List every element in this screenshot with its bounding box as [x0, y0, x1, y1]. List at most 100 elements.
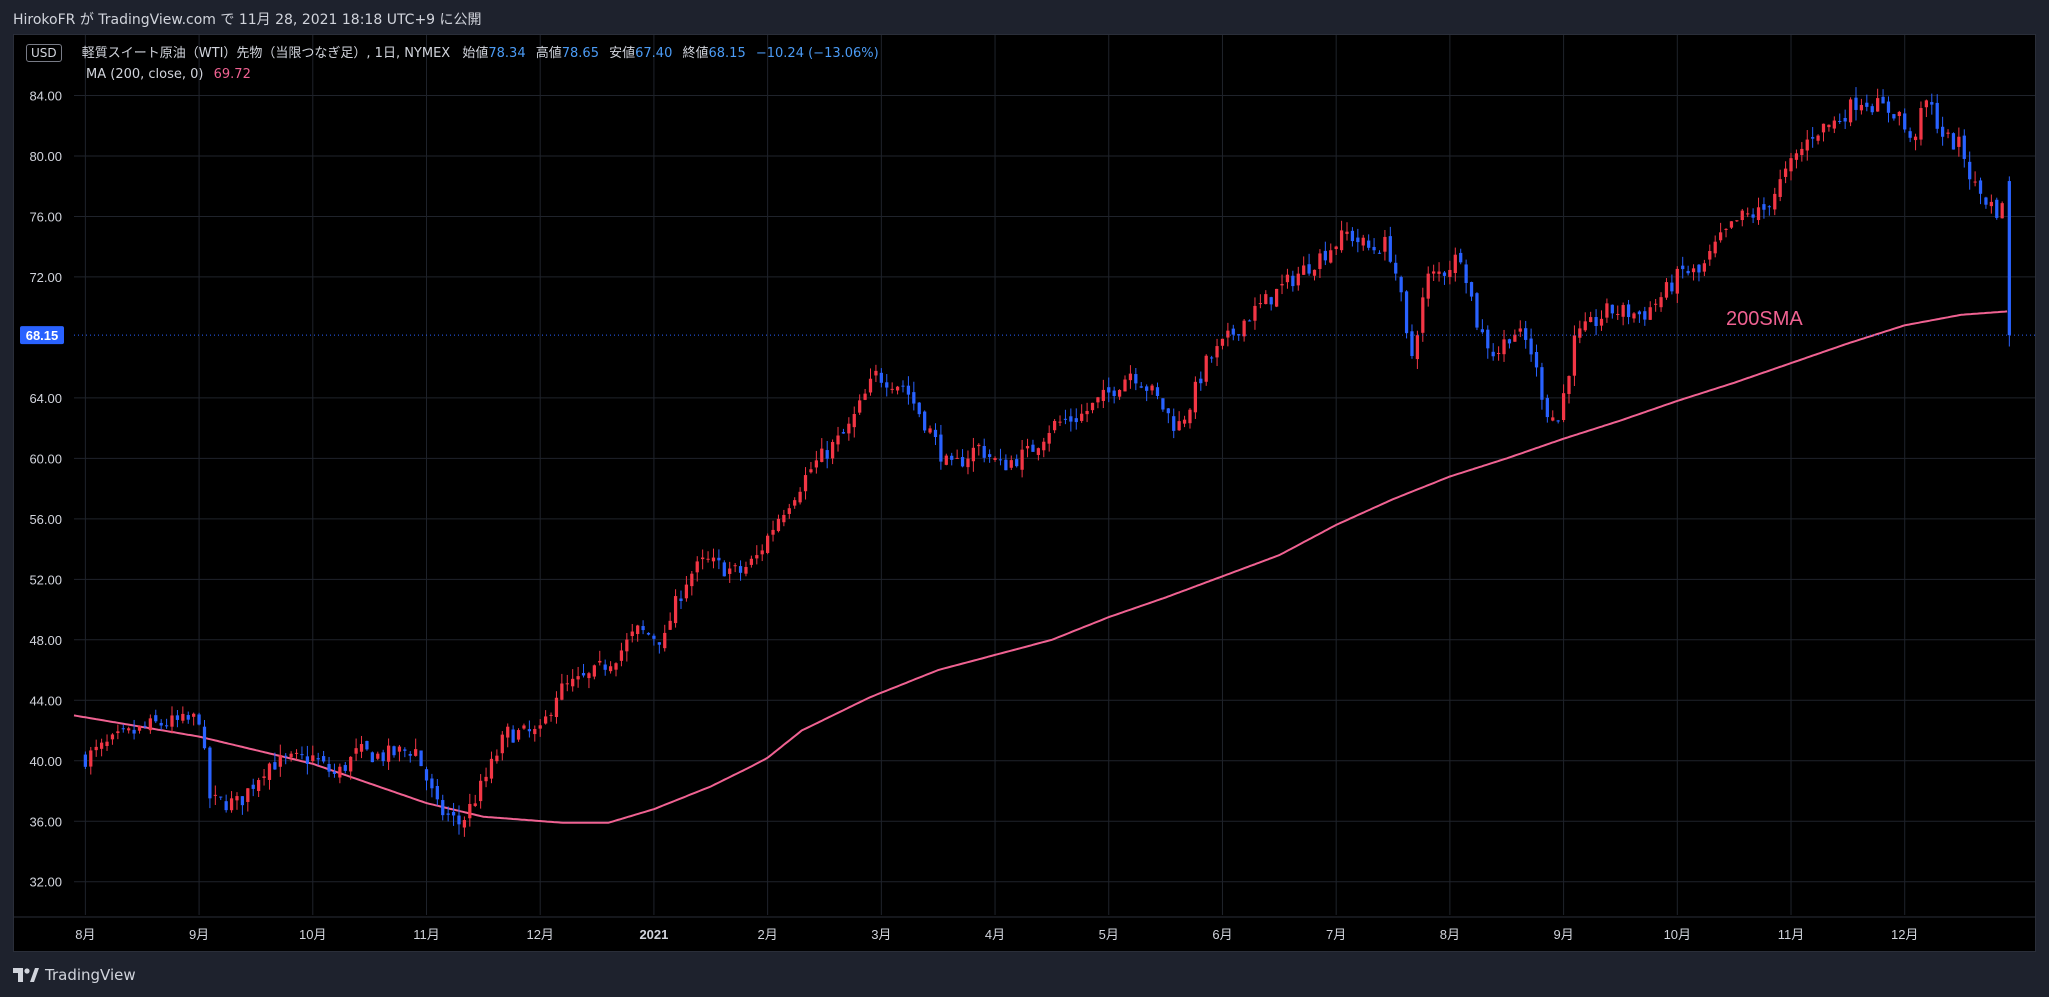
candle-body: [1415, 335, 1420, 360]
candle-body: [1556, 420, 1560, 422]
candle-body: [738, 566, 743, 573]
candle-body: [343, 765, 347, 771]
candle-body: [836, 435, 840, 445]
candle-body: [1096, 397, 1100, 403]
chart-legend: USD 軽質スイート原油（WTI）先物（当限つなぎ足）, 1日, NYMEX 始…: [26, 43, 879, 85]
candle-body: [1551, 417, 1555, 421]
candle-body: [376, 753, 380, 759]
candle-body: [240, 796, 245, 806]
candle-body: [83, 754, 87, 767]
candle-body: [1897, 111, 1901, 117]
candle-body: [1312, 269, 1317, 276]
open-value: 78.34: [488, 46, 526, 61]
candle-body: [305, 756, 309, 764]
candle-body: [1637, 311, 1642, 315]
candle-body: [1800, 148, 1804, 156]
candle-body: [939, 434, 943, 462]
candle-body: [1063, 418, 1068, 420]
candle-body: [1009, 460, 1013, 468]
candle-body: [186, 715, 190, 720]
candle-body: [197, 714, 201, 725]
x-tick-label: 10月: [1664, 927, 1691, 942]
x-tick-label: 2021: [639, 927, 668, 942]
candle-body: [1534, 351, 1539, 368]
legend-ma-row: MA (200, close, 0) 69.72: [26, 64, 879, 85]
candle-body: [1220, 338, 1225, 346]
y-tick-label: 80.00: [29, 149, 62, 164]
candle-body: [1767, 206, 1771, 208]
candle-body: [148, 718, 152, 731]
candle-body: [349, 756, 353, 772]
candle-body: [890, 388, 894, 390]
candle-body: [500, 734, 504, 754]
candle-body: [1529, 338, 1533, 355]
candle-body: [847, 423, 851, 434]
candle-body: [1626, 304, 1631, 318]
candle-body: [1995, 199, 1999, 218]
candle-body: [224, 801, 228, 811]
candle-body: [614, 663, 618, 670]
candle-body: [1713, 241, 1717, 254]
candle-body: [300, 754, 304, 756]
candle-body: [1545, 397, 1549, 418]
candle-body: [858, 400, 862, 413]
candle-body: [1848, 99, 1853, 123]
candle-body: [1811, 137, 1815, 139]
candle-body: [1399, 277, 1403, 293]
ma-series: [73, 310, 2008, 824]
candle-body: [825, 450, 829, 459]
candlestick-chart[interactable]: 32.00 36.00 40.00 44.00 48.00 52.00 56.00 60.00…: [14, 35, 2036, 952]
candle-body: [1052, 420, 1057, 431]
candle-body: [690, 573, 694, 587]
candle-body: [451, 811, 456, 816]
symbol-title: 軽質スイート原油（WTI）先物（当限つなぎ足）, 1日, NYMEX: [81, 46, 451, 61]
candle-body: [1951, 133, 1956, 150]
currency-badge[interactable]: USD: [26, 44, 62, 62]
candle-body: [1215, 346, 1219, 358]
candle-body: [1421, 297, 1425, 333]
candle-body: [1524, 328, 1528, 340]
high-value: 78.65: [561, 46, 599, 61]
candle-body: [820, 448, 824, 462]
candle-body: [998, 459, 1003, 461]
candle-body: [619, 650, 624, 661]
candle-body: [1339, 230, 1344, 251]
candle-body: [1166, 408, 1170, 414]
candle-body: [1567, 376, 1571, 394]
candle-body: [1258, 303, 1262, 305]
candle-body: [159, 722, 163, 726]
candle-body: [630, 631, 634, 637]
tradingview-logo-icon: [13, 968, 39, 982]
candle-body: [1058, 421, 1062, 423]
candle-body: [993, 458, 997, 460]
candle-body: [1919, 108, 1923, 140]
x-tick-label: 3月: [871, 927, 891, 942]
candle-body: [473, 803, 477, 806]
candle-body: [89, 750, 93, 767]
candle-body: [1231, 328, 1235, 335]
candle-body: [1388, 236, 1392, 262]
candle-body: [1448, 269, 1452, 277]
candle-body: [99, 742, 104, 749]
candle-body: [1670, 282, 1674, 292]
candle-body: [1507, 339, 1512, 344]
candle-body: [1182, 419, 1187, 424]
candle-body: [695, 561, 699, 573]
x-tick-label: 5月: [1099, 927, 1119, 942]
candle-body: [917, 402, 921, 415]
candle-body: [625, 639, 629, 652]
tradingview-footer[interactable]: TradingView: [13, 966, 136, 984]
candle-body: [1404, 291, 1409, 334]
candle-body: [267, 763, 272, 780]
candle-body: [1599, 318, 1604, 326]
y-tick-label: 76.00: [29, 209, 62, 224]
candle-body: [1188, 409, 1192, 424]
candle-body: [1145, 386, 1149, 391]
candle-body: [1735, 220, 1739, 222]
candle-body: [814, 460, 818, 468]
chart-area[interactable]: 32.00 36.00 40.00 44.00 48.00 52.00 56.00 60.00…: [13, 34, 2036, 952]
candle-body: [527, 729, 532, 732]
candle-body: [760, 550, 764, 555]
candle-body: [1794, 153, 1799, 160]
candle-body: [1746, 213, 1750, 215]
